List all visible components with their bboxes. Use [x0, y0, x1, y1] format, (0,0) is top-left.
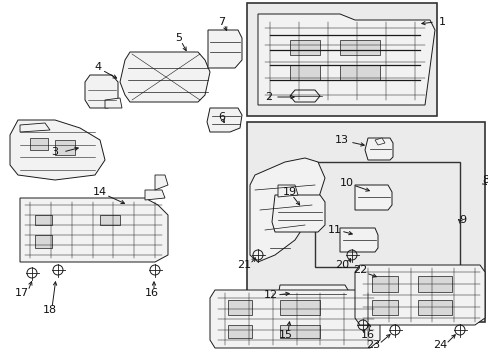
Text: 13: 13: [334, 135, 348, 145]
Polygon shape: [85, 75, 118, 108]
Polygon shape: [207, 30, 242, 68]
Polygon shape: [371, 276, 397, 292]
Text: 6: 6: [218, 112, 225, 122]
Polygon shape: [258, 14, 434, 105]
Polygon shape: [339, 228, 377, 252]
Text: 17: 17: [15, 288, 29, 298]
Text: 21: 21: [237, 260, 250, 270]
Text: 4: 4: [94, 62, 102, 72]
Polygon shape: [206, 108, 242, 132]
Text: 23: 23: [365, 340, 379, 350]
Polygon shape: [20, 123, 50, 132]
Polygon shape: [289, 65, 319, 80]
Polygon shape: [289, 90, 319, 102]
Text: 14: 14: [93, 187, 107, 197]
Polygon shape: [371, 300, 397, 315]
Text: 2: 2: [265, 92, 272, 102]
Polygon shape: [280, 300, 319, 315]
Polygon shape: [278, 285, 347, 304]
Polygon shape: [364, 138, 392, 160]
Polygon shape: [417, 300, 451, 315]
Polygon shape: [289, 40, 319, 55]
Polygon shape: [354, 265, 484, 325]
Polygon shape: [339, 65, 379, 80]
Text: 8: 8: [482, 175, 488, 185]
Bar: [246, 3, 436, 116]
Text: 24: 24: [432, 340, 446, 350]
Text: 9: 9: [459, 215, 466, 225]
Text: 10: 10: [339, 178, 353, 188]
Text: 1: 1: [438, 17, 445, 27]
Text: 20: 20: [334, 260, 348, 270]
Text: 7: 7: [218, 17, 225, 27]
Polygon shape: [417, 276, 451, 292]
Polygon shape: [209, 290, 379, 348]
Polygon shape: [155, 175, 168, 190]
Polygon shape: [354, 185, 391, 210]
Polygon shape: [374, 138, 384, 145]
Text: 16: 16: [145, 288, 159, 298]
Polygon shape: [20, 198, 168, 262]
Polygon shape: [105, 98, 122, 108]
Polygon shape: [30, 138, 48, 150]
Text: 16: 16: [360, 330, 374, 340]
Polygon shape: [35, 215, 52, 225]
Polygon shape: [55, 140, 75, 155]
Polygon shape: [145, 190, 164, 200]
Text: 18: 18: [43, 305, 57, 315]
Polygon shape: [339, 40, 379, 55]
Polygon shape: [227, 325, 251, 338]
Text: 19: 19: [283, 187, 296, 197]
Polygon shape: [227, 300, 251, 315]
Bar: [246, 122, 484, 322]
Text: 22: 22: [352, 265, 366, 275]
Polygon shape: [120, 52, 209, 102]
Polygon shape: [35, 235, 52, 248]
Polygon shape: [280, 325, 319, 338]
Text: 11: 11: [327, 225, 341, 235]
Polygon shape: [271, 195, 325, 232]
Polygon shape: [249, 158, 325, 262]
Bar: [314, 162, 459, 267]
Text: 3: 3: [51, 147, 59, 157]
Text: 12: 12: [264, 290, 278, 300]
Text: 15: 15: [279, 330, 292, 340]
Polygon shape: [278, 185, 297, 197]
Polygon shape: [100, 215, 120, 225]
Text: 5: 5: [175, 33, 182, 43]
Polygon shape: [10, 120, 105, 180]
